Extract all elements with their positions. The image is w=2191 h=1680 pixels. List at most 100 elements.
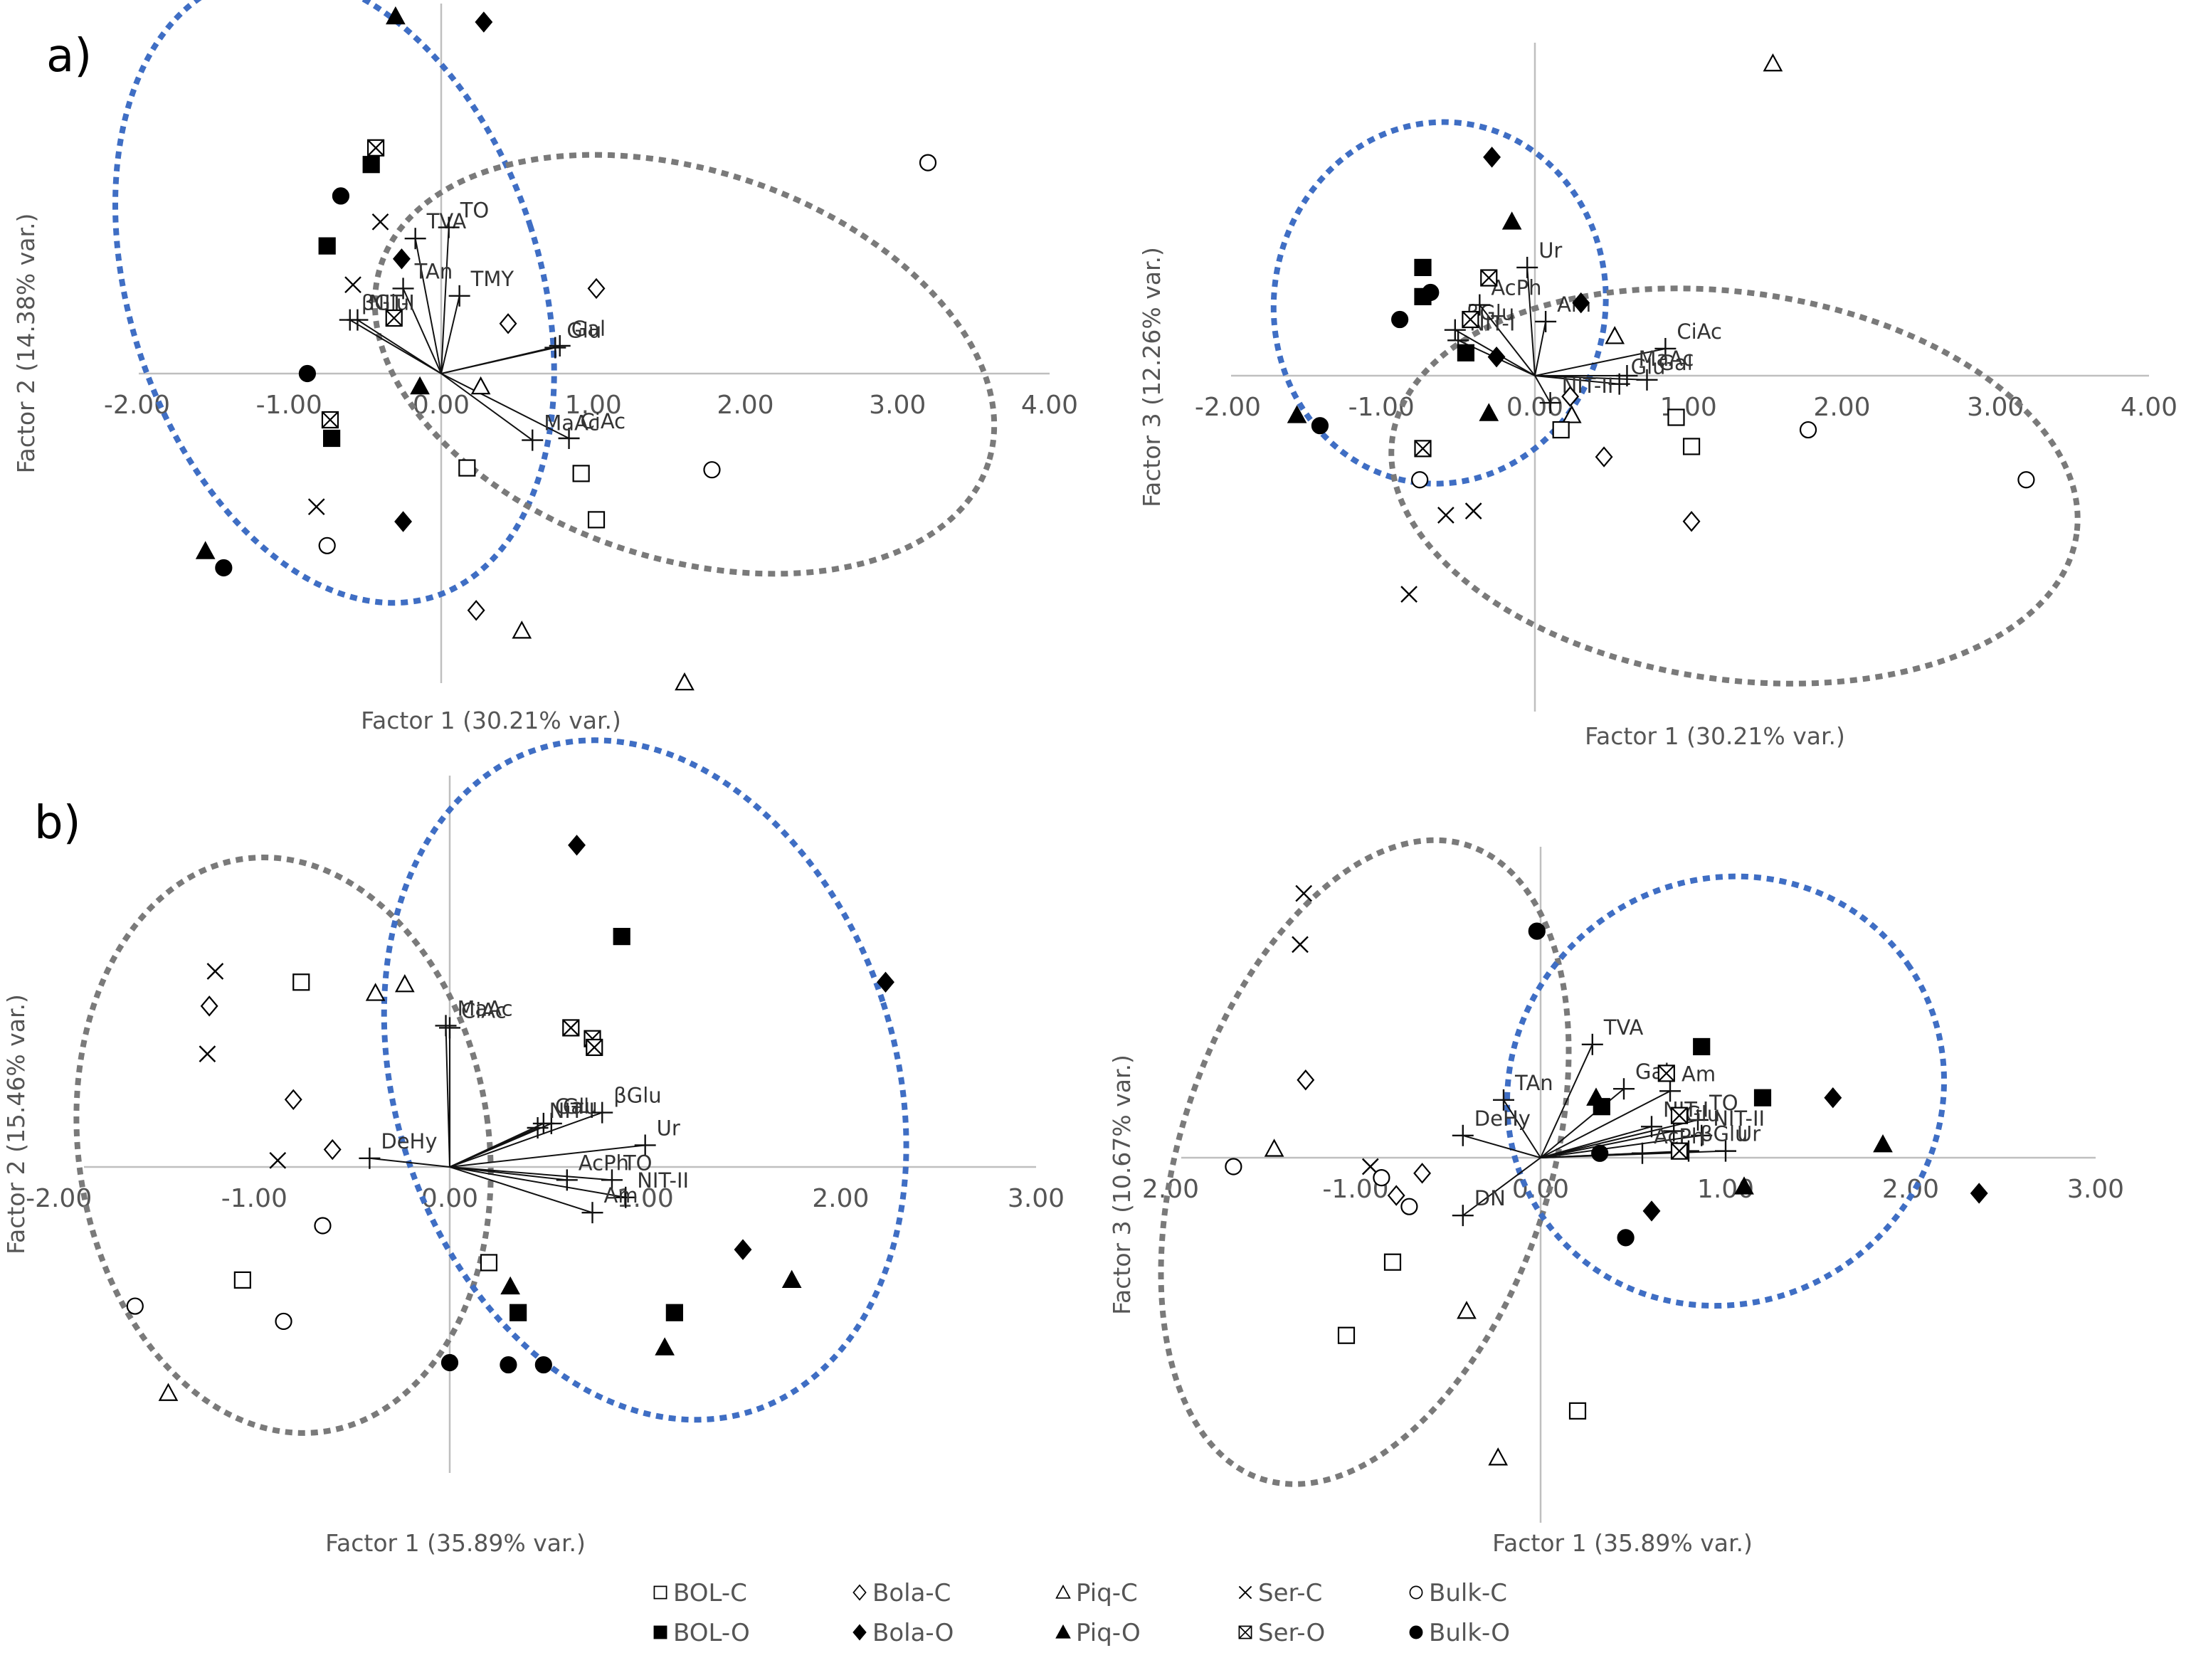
legend-marker-diamond-filled [852, 1624, 867, 1641]
x-tick-label: 2.00 [812, 1184, 869, 1213]
data-point-circle-open [275, 1312, 292, 1331]
data-point-circle-open [1373, 1168, 1390, 1187]
data-point-square-filled [613, 928, 630, 946]
data-point-square-open [1383, 1253, 1402, 1271]
variable-label: Gal [1658, 351, 1692, 375]
variable-label: Glu [1631, 355, 1666, 379]
data-point-circle-open [318, 537, 336, 554]
variable-label: βGlu [613, 1084, 661, 1108]
variable-label: TMY [470, 267, 514, 291]
data-point-diamond-open [323, 1139, 342, 1161]
data-point-triangle-open [1457, 1301, 1477, 1319]
data-point-diamond-filled [877, 971, 894, 993]
loading-vector [1526, 267, 1536, 376]
x-tick-label: 3.00 [1008, 1184, 1065, 1213]
data-point-crossed-box [366, 139, 385, 157]
data-point-crossed-box [1462, 310, 1479, 329]
data-point-circle-filled [500, 1356, 517, 1374]
loading-vector [1540, 1126, 1652, 1158]
variable-label: Am [1681, 1062, 1716, 1086]
data-point-triangle-filled [655, 1337, 675, 1356]
data-point-square-filled [665, 1304, 683, 1321]
variable-label: Glu [1685, 1102, 1720, 1126]
legend-label: BOL-O [673, 1619, 750, 1647]
legend-label: BOL-C [673, 1579, 747, 1607]
variable-label: CiAc [461, 998, 507, 1023]
data-point-square-filled [510, 1304, 527, 1321]
data-point-square-open [233, 1271, 251, 1289]
x-tick-label: -1.00 [256, 391, 322, 420]
data-point-x [199, 1045, 216, 1062]
data-point-diamond-open [1387, 1185, 1405, 1206]
data-point-x [206, 963, 224, 980]
data-point-diamond-filled [475, 11, 493, 33]
x-tick-label: -2.00 [1195, 393, 1261, 422]
x-tick-label: 0.00 [1512, 1175, 1569, 1204]
loading-vector [440, 373, 533, 441]
data-point-circle-filled [215, 559, 233, 577]
loading-vector [440, 227, 450, 374]
data-point-square-open [587, 511, 606, 529]
legend-label: Bola-C [872, 1579, 951, 1607]
data-point-triangle-open [1605, 326, 1625, 344]
loading-vector [440, 345, 560, 374]
data-point-x [371, 213, 389, 231]
data-point-crossed-box [385, 309, 403, 327]
data-point-circle-open [1400, 1198, 1418, 1215]
legend-label: Piq-O [1076, 1619, 1141, 1647]
data-point-square-filled [1693, 1037, 1711, 1056]
x-tick-label: 0.00 [1506, 393, 1563, 422]
data-point-triangle-filled [1734, 1176, 1754, 1195]
loading-vector [449, 1127, 539, 1168]
variable-label: AcPh [1491, 276, 1541, 300]
data-point-square-open [1568, 1402, 1587, 1420]
legend-marker-circle-filled [1409, 1625, 1423, 1639]
data-point-triangle-filled [1479, 403, 1499, 421]
cluster-ellipse-gray [371, 152, 998, 577]
variable-label: CiAc [1677, 319, 1722, 344]
loading-vector [449, 1166, 626, 1198]
variable-label: DeHy [1474, 1106, 1531, 1131]
x-tick-label: 0.00 [421, 1184, 478, 1213]
loading-vector [402, 287, 442, 374]
data-point-circle-open [919, 154, 937, 171]
data-point-circle-open [126, 1297, 144, 1315]
variable-label: Ur [1737, 1122, 1760, 1146]
legend: BOL-C Bola-C Piq-C Ser-C Bulk-C BOL-O Bola-O Pi… [653, 1579, 1510, 1647]
data-point-triangle-filled [410, 376, 430, 395]
variable-label: Ur [1538, 238, 1562, 263]
variable-label: TAn [414, 259, 453, 283]
data-point-triangle-filled [1501, 211, 1522, 230]
data-point-crossed-box [1414, 440, 1432, 458]
data-point-triangle-filled [195, 541, 216, 559]
legend-marker-square-open [653, 1585, 667, 1600]
data-point-diamond-filled [734, 1239, 752, 1260]
x-tick-label: -2.00 [26, 1184, 92, 1213]
legend-label: Ser-C [1258, 1579, 1322, 1607]
loading-vector [1540, 1090, 1671, 1158]
loading-vector [1540, 1119, 1699, 1158]
loading-vector [1540, 1150, 1689, 1158]
data-point-square-open [458, 459, 476, 477]
data-point-square-open [572, 465, 590, 482]
data-point-circle-filled [440, 1353, 459, 1372]
data-point-circle-open [703, 461, 721, 479]
loading-vector [449, 1166, 613, 1181]
variable-label: Gal [571, 317, 606, 341]
cluster-ellipse-blue [1504, 873, 1947, 1309]
data-point-square-filled [1457, 344, 1475, 361]
loading-vector [440, 295, 460, 374]
data-point-diamond-filled [568, 835, 586, 856]
variable-label: βGlu [1700, 1122, 1748, 1146]
variable-label: Am [604, 1183, 638, 1208]
loading-vector [1540, 1044, 1593, 1158]
cluster-ellipse-gray [1158, 837, 1572, 1487]
data-point-triangle-open [1264, 1139, 1284, 1157]
data-point-circle-filled [332, 187, 350, 205]
loading-vector [440, 373, 570, 439]
y-axis-title: Factor 2 (15.46% var.) [2, 994, 30, 1254]
variable-label: NIT-II [637, 1168, 689, 1193]
data-point-crossed-box [562, 1019, 580, 1037]
data-point-square-open [292, 973, 310, 991]
